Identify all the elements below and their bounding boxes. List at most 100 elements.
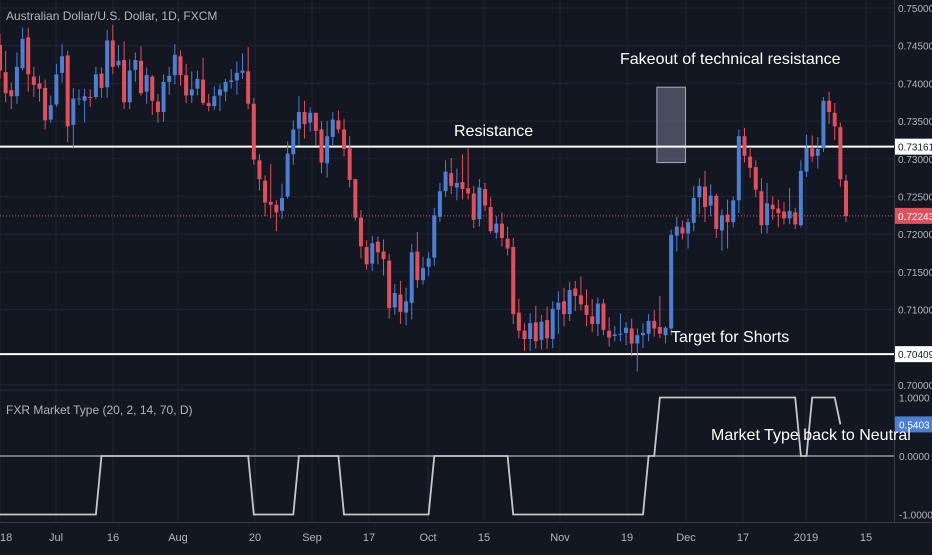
candle-body: [449, 173, 454, 186]
candle-body: [302, 112, 307, 125]
y-tick-label: 0.74500: [898, 42, 932, 53]
price-label: 0.73161: [898, 143, 932, 154]
y-tick-label: 0.73000: [898, 155, 932, 166]
candle-body: [325, 136, 330, 164]
candle-body: [71, 98, 76, 125]
candle-body: [189, 89, 194, 96]
candle-body: [229, 80, 234, 82]
candle-body: [612, 334, 617, 336]
candle-body: [477, 187, 482, 220]
candle-body: [421, 268, 425, 281]
candle-body: [37, 83, 42, 89]
candle-body: [184, 75, 189, 96]
candle-body: [714, 195, 719, 229]
candle-body: [415, 251, 420, 281]
candle-body: [122, 60, 127, 103]
candle-body: [781, 211, 786, 219]
candle-body: [217, 89, 222, 96]
candle-body: [731, 200, 736, 223]
fakeout-annotation: Fakeout of technical resistance: [620, 51, 841, 68]
x-tick-label: 18: [0, 532, 12, 544]
candle-body: [291, 129, 296, 155]
candle-body: [511, 247, 516, 315]
candle-body: [573, 288, 578, 297]
candle-body: [251, 103, 256, 160]
candle-body: [595, 303, 600, 324]
candle-body: [787, 210, 792, 219]
candle-body: [206, 103, 211, 107]
indicator-value-label: 0.5403: [899, 420, 930, 431]
candle-body: [353, 179, 358, 218]
candle-body: [381, 251, 386, 260]
candle-body: [466, 188, 471, 194]
x-tick-label: Jul: [49, 532, 63, 544]
target-annotation: Target for Shorts: [671, 329, 790, 346]
candle-body: [404, 301, 409, 313]
candle-body: [567, 289, 572, 315]
candle-body: [770, 204, 775, 210]
market-type-line: [0, 396, 842, 516]
candle-body: [93, 74, 98, 97]
candle-body: [155, 101, 160, 113]
candle-body: [240, 70, 245, 73]
candle-body: [663, 327, 668, 336]
x-tick-label: 17: [363, 532, 375, 544]
candle-body: [110, 40, 115, 67]
candle-body: [556, 302, 561, 310]
candle-body: [550, 308, 555, 340]
candle-body: [144, 75, 149, 92]
candle-body: [212, 96, 217, 107]
x-tick-label: 15: [478, 532, 490, 544]
candle-body: [172, 54, 177, 76]
candle-body: [635, 335, 640, 344]
candle-body: [454, 182, 459, 188]
candle-body: [545, 320, 550, 339]
candle-body: [116, 60, 121, 66]
candle-body: [669, 234, 674, 329]
x-tick-label: Oct: [419, 532, 436, 544]
candle-body: [26, 37, 31, 75]
candle-body: [167, 75, 172, 82]
candle-body: [827, 100, 832, 113]
candle-body: [392, 293, 397, 308]
y-tick-label: 0.71000: [898, 306, 932, 317]
price-label: 0.72243: [898, 212, 932, 223]
candle-body: [516, 312, 521, 331]
x-tick-label: 2019: [794, 532, 818, 544]
candle-body: [488, 207, 493, 232]
candle-body: [703, 186, 707, 208]
candle-body: [798, 170, 803, 226]
candle-body: [562, 301, 566, 315]
x-tick-label: Dec: [676, 532, 696, 544]
candle-body: [471, 193, 476, 220]
candle-body: [9, 90, 14, 97]
candle-body: [342, 129, 347, 149]
indicator-y-tick: 1.0000: [899, 394, 930, 405]
candle-body: [178, 56, 183, 76]
fakeout-box: [656, 86, 686, 164]
candle-body: [584, 305, 589, 315]
candle-body: [105, 40, 110, 88]
x-tick-label: 16: [107, 532, 119, 544]
candle-body: [99, 73, 104, 88]
candle-body: [607, 330, 612, 338]
candle-body: [88, 96, 93, 98]
candle-body: [719, 215, 724, 231]
candle-body: [263, 180, 268, 203]
candle-body: [150, 76, 155, 101]
market-type-annotation: Market Type back to Neutral: [711, 427, 911, 444]
candle-body: [590, 316, 595, 324]
candle-body: [505, 238, 510, 249]
candle-body: [629, 328, 634, 344]
candle-body: [319, 129, 324, 163]
candle-body: [708, 195, 713, 206]
candle-body: [375, 241, 380, 253]
candle-body: [686, 222, 691, 234]
candle-body: [223, 81, 228, 92]
x-tick-label: 15: [860, 532, 872, 544]
candle-body: [533, 322, 538, 342]
candle-body: [821, 100, 826, 149]
candle-body: [578, 295, 583, 305]
